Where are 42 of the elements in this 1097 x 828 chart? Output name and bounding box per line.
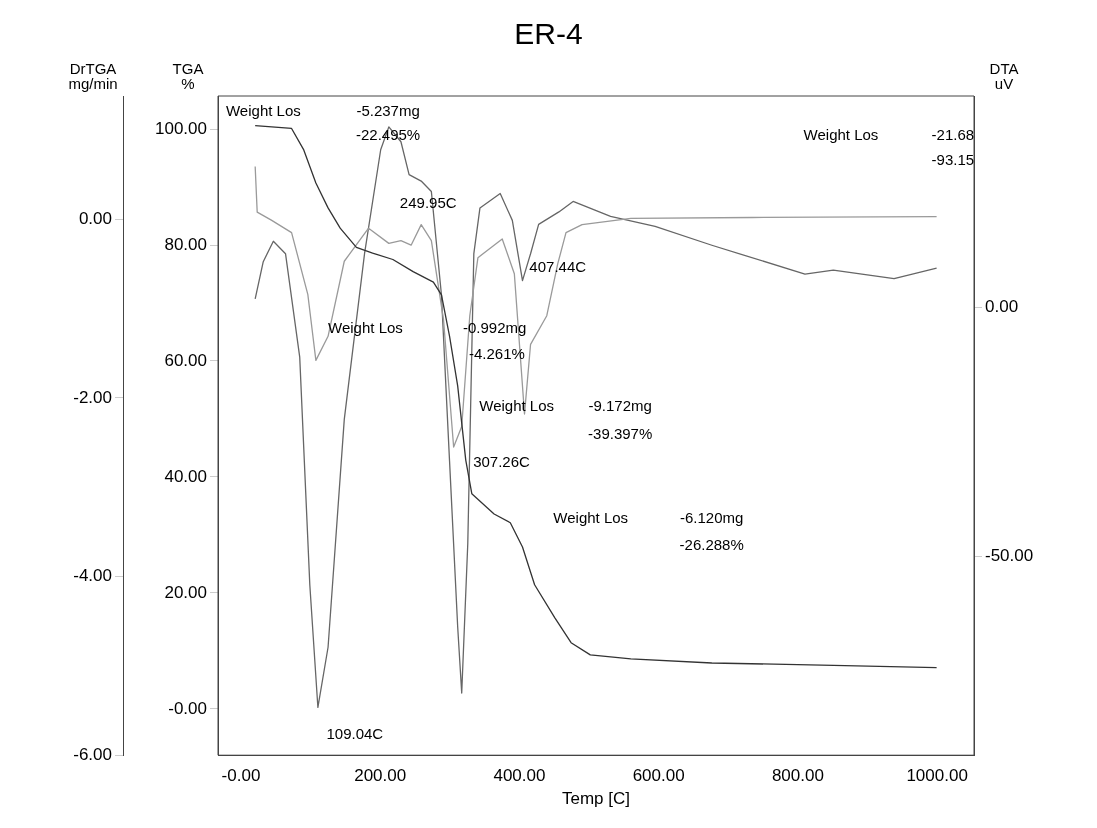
annotation: -0.992mg (463, 319, 527, 337)
y2-tick-label: 0.00 (78, 208, 112, 228)
y2-tick-label: -4.00 (73, 566, 112, 586)
annotation: -6.120mg (679, 509, 744, 527)
y-axis-title: TGA % (172, 60, 204, 92)
x-axis-title: Temp [C] (561, 789, 631, 809)
y2-tick-label: -2.00 (73, 387, 112, 407)
y3-axis-title: DTA uV (989, 60, 1019, 92)
x-tick-label: 200.00 (354, 766, 407, 786)
annotation: 249.95C (399, 193, 457, 211)
x-tick-label: 400.00 (493, 766, 546, 786)
x-tick-label: 600.00 (632, 766, 685, 786)
annotation: 407.44C (529, 257, 587, 275)
x-tick-label: -0.00 (221, 766, 261, 786)
annotation: -22.495% (355, 126, 421, 144)
y-tick-label: 40.00 (164, 466, 207, 486)
y-tick-label: 60.00 (164, 350, 207, 370)
annotation: Weight Los (479, 396, 554, 414)
x-tick-label: 800.00 (771, 766, 824, 786)
y-tick-label: -0.00 (168, 698, 207, 718)
annotation: -26.288% (679, 535, 744, 553)
annotation: Weight Los (803, 126, 879, 144)
annotation: -4.261% (469, 344, 525, 362)
annotation: -5.237mg (356, 101, 420, 119)
x-tick-label: 1000.00 (906, 766, 968, 786)
y-tick-label: 100.00 (155, 118, 207, 138)
y3-tick-label: 0.00 (985, 297, 1019, 317)
annotation: -9.172mg (588, 396, 652, 414)
annotation: Weight Los (328, 319, 403, 337)
annotation: Weight Los (553, 509, 629, 527)
y2-axis-title: DrTGA mg/min (68, 60, 118, 92)
y2-tick-label: -6.00 (73, 744, 112, 764)
annotation: Weight Los (225, 101, 301, 119)
annotation: 109.04C (326, 724, 384, 742)
y3-tick-label: -50.00 (985, 545, 1034, 565)
annotation: -93.15 (931, 151, 975, 169)
annotation: 307.26C (473, 452, 531, 470)
y-tick-label: 20.00 (164, 582, 207, 602)
chart-title: ER-4 (514, 17, 583, 51)
y-tick-label: 80.00 (164, 234, 207, 254)
annotation: -39.397% (588, 424, 653, 442)
annotation: -21.68 (931, 126, 975, 144)
